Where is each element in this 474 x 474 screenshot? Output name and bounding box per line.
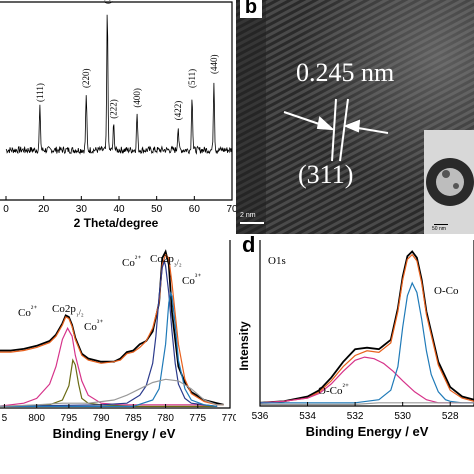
xrd-x-axis-label: 2 Theta/degree (74, 216, 159, 230)
o1s-xps-chart: 536 534 532 530 528 Binding Energy / eV O1s Int… (237, 240, 474, 439)
xrd-peak-label: (220) (81, 69, 91, 89)
o1s-series-line (260, 402, 474, 405)
o1s-series-line (260, 281, 474, 404)
co2p-xps-panel: 5 800 795 790 785 780 775 770 Binding Energy / e… (0, 236, 236, 474)
panel-b-letter: b (240, 0, 262, 18)
co2p-annotation-co2p12: Co2p₁/₂ (52, 303, 84, 317)
xrd-x-tick-label: 0 (3, 204, 9, 215)
co2p-x-tick-label: 790 (93, 413, 110, 424)
co2p-x-axis-label: Binding Energy / eV (53, 426, 176, 441)
xrd-chart: (111) (220) (311) (222) (400) (422) (511) (440)… (0, 0, 236, 230)
xrd-peak-label: (400) (132, 88, 142, 108)
plane-index-label: (311) (298, 160, 354, 189)
o1s-x-tick-label: 530 (394, 411, 411, 422)
co2p-annotation-co2-left: Co²⁺ (18, 304, 37, 319)
xrd-panel: (111) (220) (311) (222) (400) (422) (511) (440)… (0, 0, 236, 234)
xrd-peak-label: (222) (109, 99, 119, 119)
co2p-series-line (0, 326, 218, 407)
co2p-plot-frame (0, 240, 231, 409)
co2p-annotation-co3-right: Co³⁺ (182, 272, 201, 287)
xrd-x-tick-label: 30 (76, 204, 88, 215)
xrd-peak-label: (440) (209, 55, 219, 75)
o1s-x-tick-label: 536 (252, 411, 269, 422)
xrd-plot-frame (0, 1, 233, 201)
scale-bar-main (240, 222, 264, 224)
o1s-series-line (259, 250, 474, 404)
co2p-x-tick-label: 5 (2, 413, 8, 424)
o1s-x-axis-label: Binding Energy / eV (306, 424, 429, 439)
scale-bar-main-label: 2 nm (240, 212, 256, 219)
co2p-annotation-co3-left: Co³⁺ (84, 318, 103, 333)
co2p-series-line (0, 259, 218, 407)
xrd-peak-label: (511) (187, 69, 197, 88)
co2p-xps-chart: 5 800 795 790 785 780 775 770 Binding Energy / e… (0, 240, 236, 441)
co2p-series-line (0, 253, 224, 406)
xrd-peak-label: (111) (35, 83, 45, 102)
co2p-x-tick-label: 785 (125, 413, 142, 424)
co2p-x-tick-label: 770 (222, 413, 236, 424)
o1s-annotation-o-co2: O-Co²⁺ (318, 382, 349, 397)
scale-bar-inset (434, 224, 448, 225)
co2p-x-tick-label: 780 (157, 413, 174, 424)
xrd-x-tick-label: 70 (226, 204, 236, 215)
o1s-series-line (259, 253, 474, 404)
xrd-pattern-line (5, 14, 233, 155)
panel-d-letter: d (242, 232, 256, 257)
xrd-x-tick-label: 60 (189, 204, 201, 215)
xrd-peak-label: (422) (173, 101, 183, 121)
co2p-annotation-co2p32: Co2p₃/₂ (150, 253, 182, 267)
xrd-x-tick-label: 20 (38, 204, 50, 215)
co2p-x-tick-label: 775 (189, 413, 206, 424)
o1s-x-tick-label: 528 (442, 411, 459, 422)
o1s-y-axis-label: Intensity (237, 321, 251, 371)
o1s-plot-frame (259, 240, 474, 407)
xrd-x-tick-label: 40 (113, 204, 125, 215)
o1s-x-tick-label: 532 (347, 411, 364, 422)
co2p-series-line (0, 378, 224, 407)
xrd-x-tick-label: 50 (151, 204, 163, 215)
co2p-series-line (0, 291, 218, 407)
spacing-markers (283, 98, 389, 162)
hrtem-image: b 0.245 nm (311) 2 nm 50 nm (236, 0, 474, 234)
o1s-annotation-o-co: O-Co (434, 285, 459, 297)
o1s-title: O1s (268, 255, 286, 267)
co2p-x-tick-label: 800 (28, 413, 45, 424)
o1s-xps-panel: 536 534 532 530 528 Binding Energy / eV O1s Int… (236, 232, 474, 474)
co2p-annotation-co2-right: Co²⁺ (122, 254, 141, 269)
co2p-series-line (0, 249, 224, 406)
lattice-spacing-label: 0.245 nm (296, 58, 395, 87)
o1s-x-tick-label: 534 (299, 411, 316, 422)
xrd-peak-label: (311) (102, 0, 112, 4)
tem-inset: 50 nm (424, 130, 474, 234)
co2p-series-line (0, 358, 218, 407)
scale-bar-inset-label: 50 nm (432, 226, 446, 232)
co2p-x-tick-label: 795 (61, 413, 78, 424)
nanoparticle-inset-image (426, 158, 474, 206)
